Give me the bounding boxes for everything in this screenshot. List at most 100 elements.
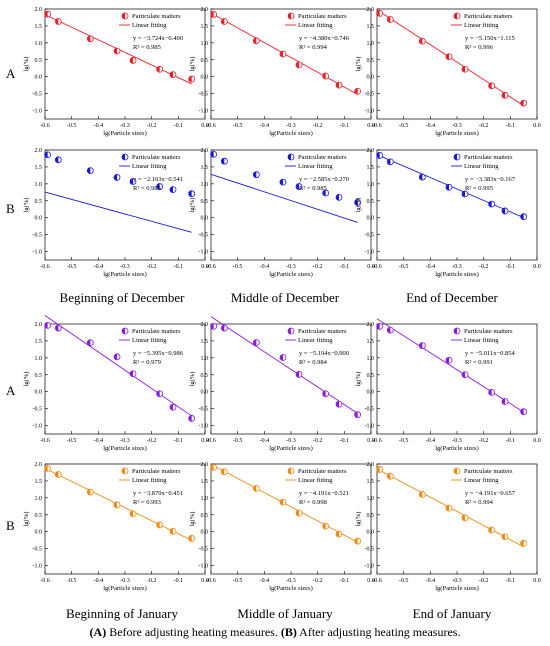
y-tick-label: 0.5 — [35, 58, 43, 64]
data-point — [335, 530, 343, 538]
data-point — [376, 466, 384, 473]
data-point — [169, 71, 177, 79]
column-label-beginning-december: Beginning of December — [59, 290, 185, 305]
marker-fill — [502, 533, 505, 540]
x-tick-label: -0.2 — [147, 123, 157, 129]
marker-fill — [188, 415, 192, 422]
data-point — [376, 322, 384, 330]
fit-r-squared: R² = 0.994 — [299, 44, 328, 51]
fit-equation: y = −3.724x−0.400 — [133, 35, 183, 42]
y-tick-label: 2.0 — [201, 148, 209, 154]
caption-text-a: Before adjusting heating measures. — [106, 625, 281, 639]
y-tick-label: -0.5 — [365, 92, 375, 98]
y-axis-label: lg(%) — [23, 198, 30, 213]
marker-fill — [253, 485, 257, 492]
marker-fill — [87, 35, 91, 42]
y-tick-label: 0.0 — [201, 390, 209, 396]
y-tick-label: 0.0 — [35, 530, 43, 536]
y-tick-label: 2.0 — [35, 462, 43, 468]
marker-fill — [170, 528, 173, 535]
data-point — [129, 510, 137, 518]
marker-fill — [376, 323, 380, 330]
y-tick-label: 1.0 — [35, 41, 43, 47]
chart-panel-1: -0.6 -0.5 -0.4 -0.3 -0.2 -0.1 0.0 -1.0 -0.5 0.0 0.… — [23, 7, 209, 137]
x-tick-label: -0.1 — [506, 578, 516, 584]
marker-fill — [296, 61, 299, 68]
chart-panel-9: -0.6 -0.5 -0.4 -0.3 -0.2 -0.1 0.0 -1.0 -0.5 0.0 0.… — [355, 318, 541, 452]
marker-fill — [170, 404, 173, 411]
data-point — [188, 535, 196, 542]
plot-frame — [210, 463, 372, 575]
marker-fill — [419, 491, 423, 498]
y-tick-label: 0.5 — [367, 58, 375, 64]
plot-frame — [210, 8, 372, 120]
data-point — [44, 464, 52, 472]
plot-frame — [376, 149, 538, 261]
marker-fill — [502, 398, 505, 405]
plot-frame — [376, 463, 538, 575]
data-point — [129, 178, 137, 185]
marker-fill — [44, 151, 48, 158]
marker-fill — [280, 179, 283, 186]
fit-r-squared: R² = 0.995 — [465, 185, 493, 192]
data-point — [129, 370, 137, 378]
x-tick-label: -0.6 — [40, 438, 50, 444]
data-point — [322, 390, 330, 398]
data-point — [156, 390, 164, 398]
x-tick-label: -0.5 — [67, 264, 77, 270]
data-point — [295, 183, 303, 190]
marker-fill — [87, 339, 91, 346]
x-tick-label: -0.6 — [372, 264, 382, 270]
x-tick-label: -0.2 — [479, 123, 489, 129]
marker-fill — [130, 57, 133, 64]
data-point — [54, 471, 62, 478]
marker-fill — [156, 521, 160, 528]
legend-marker-particulate — [453, 327, 461, 335]
x-axis-label: lg(Particle sizes) — [103, 585, 147, 592]
y-tick-label: 1.0 — [367, 41, 375, 47]
y-tick-label: -0.5 — [199, 547, 209, 553]
x-tick-label: -0.2 — [313, 264, 323, 270]
x-tick-label: -0.5 — [67, 578, 77, 584]
x-tick-label: -0.1 — [340, 578, 350, 584]
x-tick-label: -0.4 — [260, 438, 270, 444]
x-tick-label: -0.4 — [260, 123, 270, 129]
y-tick-label: 2.0 — [35, 322, 43, 328]
marker-fill — [210, 323, 214, 330]
chart-panel-2: -0.6 -0.5 -0.4 -0.3 -0.2 -0.1 0.0 -1.0 -0.5 0.0 0.… — [189, 7, 375, 137]
data-point — [188, 190, 196, 198]
data-point — [501, 533, 509, 541]
y-tick-label: 1.0 — [367, 496, 375, 502]
x-axis-label: lg(Particle sizes) — [269, 585, 313, 592]
y-axis-label: lg(%) — [23, 512, 30, 527]
x-tick-label: -0.6 — [40, 123, 50, 129]
fit-equation: y = −5.150x−1.115 — [465, 35, 515, 42]
data-point — [418, 37, 426, 45]
marker-fill — [520, 408, 524, 415]
x-axis-label: lg(Particle sizes) — [435, 130, 479, 137]
marker-fill — [520, 213, 524, 220]
row-label-b-december: B — [6, 201, 15, 216]
x-axis-label: lg(Particle sizes) — [269, 271, 313, 278]
x-tick-label: -0.4 — [260, 578, 270, 584]
x-tick-label: -0.6 — [206, 123, 216, 129]
marker-fill — [170, 186, 173, 193]
y-tick-label: -0.5 — [33, 233, 43, 239]
y-tick-label: -1.0 — [365, 424, 375, 430]
x-tick-label: -0.4 — [426, 578, 436, 584]
data-point — [220, 18, 228, 25]
y-tick-label: -0.5 — [365, 233, 375, 239]
x-tick-label: -0.3 — [452, 438, 462, 444]
data-point — [86, 167, 94, 175]
x-tick-label: -0.2 — [479, 264, 489, 270]
y-tick-label: -1.0 — [199, 250, 209, 256]
data-point — [156, 183, 164, 190]
x-axis-label: lg(Particle sizes) — [269, 445, 313, 452]
marker-fill — [122, 328, 125, 334]
marker-fill — [376, 466, 380, 473]
legend-label-fit: Linear fitting — [132, 22, 167, 29]
marker-fill — [387, 16, 391, 23]
y-axis-label: lg(%) — [355, 57, 362, 72]
y-tick-label: -1.0 — [33, 424, 43, 430]
fit-r-squared: R² = 0.985 — [133, 44, 161, 51]
